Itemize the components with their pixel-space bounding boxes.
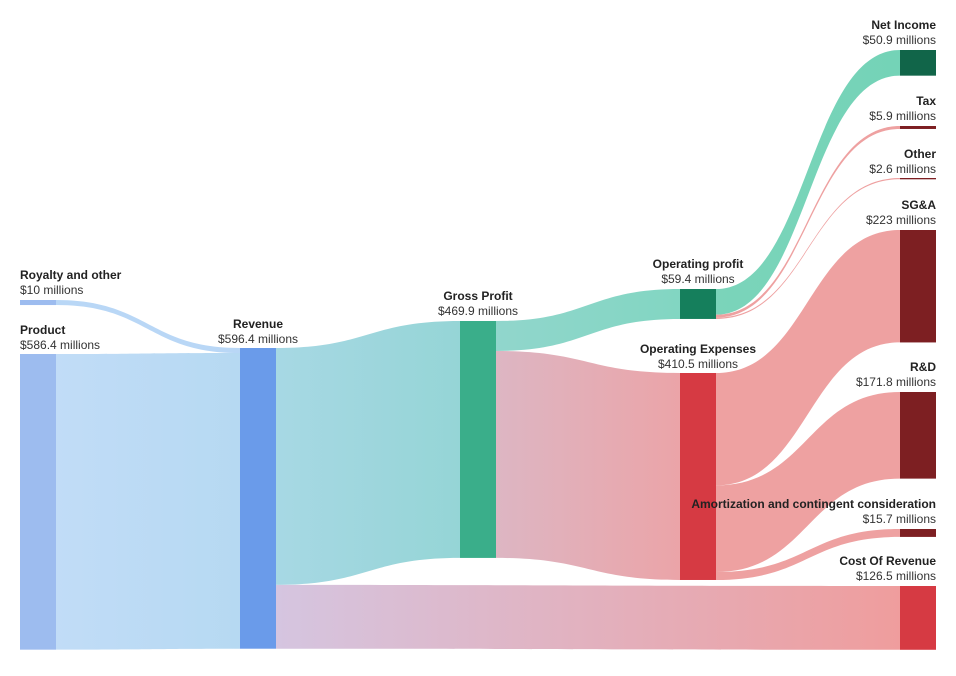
link-opex-to-sga	[716, 230, 900, 486]
link-gross-to-opprofit	[496, 289, 680, 351]
node-revenue	[240, 348, 276, 649]
node-label-royalty: Royalty and other	[20, 268, 122, 282]
node-value-royalty: $10 millions	[20, 283, 83, 297]
node-label-sga: SG&A	[901, 198, 936, 212]
node-opex	[680, 373, 716, 580]
node-label-opprofit: Operating profit	[653, 257, 744, 271]
node-product	[20, 354, 56, 650]
node-value-rnd: $171.8 millions	[856, 375, 936, 389]
node-value-amort: $15.7 millions	[863, 512, 936, 526]
node-label-netincome: Net Income	[871, 18, 936, 32]
node-amort	[900, 529, 936, 537]
link-revenue-to-gross	[276, 321, 460, 585]
node-other	[900, 178, 936, 180]
links-layer	[56, 50, 900, 650]
node-label-revenue: Revenue	[233, 317, 283, 331]
node-cor	[900, 586, 936, 650]
node-label-tax: Tax	[916, 94, 936, 108]
node-value-cor: $126.5 millions	[856, 569, 936, 583]
node-value-opprofit: $59.4 millions	[661, 272, 734, 286]
node-label-amort: Amortization and contingent consideratio…	[691, 497, 936, 511]
nodes-layer	[20, 50, 936, 650]
node-value-opex: $410.5 millions	[658, 357, 738, 371]
node-value-netincome: $50.9 millions	[863, 33, 936, 47]
link-opex-to-rnd	[716, 392, 900, 573]
link-opprofit-to-other	[716, 178, 900, 319]
node-label-gross: Gross Profit	[443, 289, 512, 303]
link-opex-to-amort	[716, 529, 900, 580]
node-tax	[900, 126, 936, 129]
node-label-opex: Operating Expenses	[640, 342, 756, 356]
node-label-product: Product	[20, 323, 65, 337]
node-label-cor: Cost Of Revenue	[839, 554, 936, 568]
link-gross-to-opex	[496, 350, 680, 580]
node-value-revenue: $596.4 millions	[218, 332, 298, 346]
node-gross	[460, 321, 496, 558]
node-sga	[900, 230, 936, 343]
link-opprofit-to-netincome	[716, 50, 900, 315]
link-royalty-to-revenue	[56, 300, 240, 354]
node-royalty	[20, 300, 56, 306]
node-value-sga: $223 millions	[866, 213, 936, 227]
node-value-gross: $469.9 millions	[438, 304, 518, 318]
node-rnd	[900, 392, 936, 479]
node-opprofit	[680, 289, 716, 319]
node-value-product: $586.4 millions	[20, 338, 100, 352]
node-value-tax: $5.9 millions	[869, 109, 936, 123]
link-revenue-to-cor	[276, 584, 900, 650]
labels-layer: Royalty and other$10 millions Product$586…	[20, 18, 936, 583]
link-opprofit-to-tax	[716, 126, 900, 318]
node-label-other: Other	[904, 147, 936, 161]
link-product-to-revenue	[56, 353, 240, 650]
node-value-other: $2.6 millions	[869, 162, 936, 176]
node-label-rnd: R&D	[910, 360, 936, 374]
node-netincome	[900, 50, 936, 76]
